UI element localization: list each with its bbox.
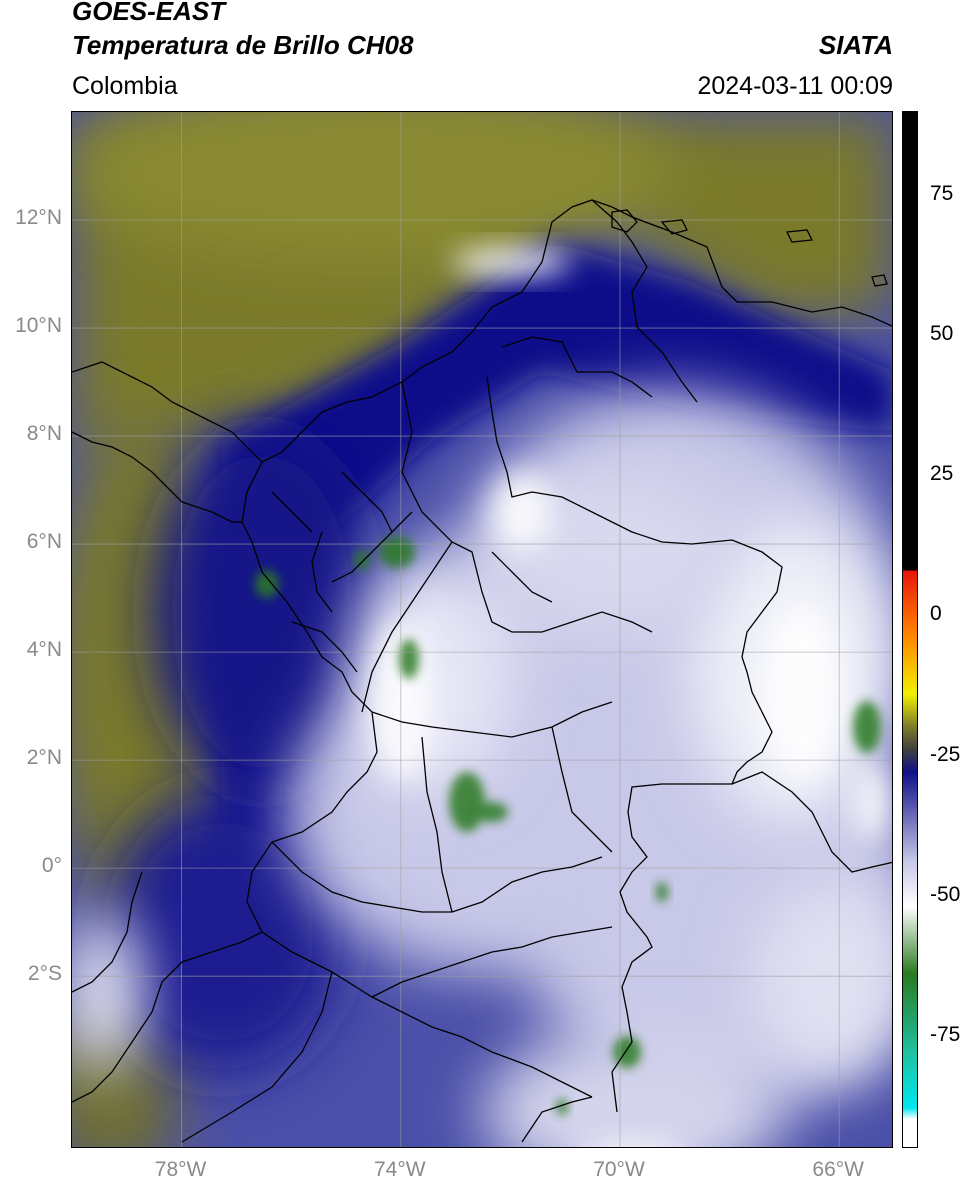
lat-tick-label: 2°S	[27, 962, 62, 986]
colorbar-tick-label: 0	[930, 602, 942, 626]
lon-tick-label: 74°W	[374, 1158, 426, 1181]
satellite-map	[71, 111, 893, 1148]
colorbar-tick-label: 50	[930, 322, 954, 346]
brightness-temperature-field	[72, 112, 892, 1147]
lat-tick-label: 0°	[41, 854, 62, 878]
colorbar	[902, 111, 918, 1148]
agency-label: SIATA	[818, 30, 893, 60]
lat-tick-label: 12°N	[15, 206, 62, 230]
country-borders	[72, 199, 892, 1143]
colorbar-tick-label: -50	[930, 882, 961, 906]
colorbar-tick-label: 25	[930, 462, 954, 486]
satellite-title: GOES-EAST	[72, 0, 226, 26]
lon-tick-label: 70°W	[593, 1158, 645, 1181]
lat-tick-label: 10°N	[15, 314, 62, 338]
colorbar-tick-label: -75	[930, 1022, 961, 1046]
region-label: Colombia	[72, 72, 178, 100]
graticule	[72, 112, 892, 1147]
datetime-label: 2024-03-11 00:09	[697, 72, 893, 100]
lat-tick-label: 2°N	[26, 746, 62, 770]
colorbar-tick-label: -25	[930, 742, 961, 766]
lat-tick-label: 4°N	[26, 638, 62, 662]
colorbar-tick-label: 75	[930, 182, 954, 206]
lon-tick-label: 78°W	[154, 1158, 207, 1181]
lat-tick-label: 8°N	[26, 422, 62, 446]
map-canvas	[72, 112, 892, 1147]
lat-tick-label: 6°N	[26, 530, 62, 554]
lon-tick-label: 66°W	[812, 1158, 864, 1181]
product-title: Temperatura de Brillo CH08	[72, 30, 414, 60]
